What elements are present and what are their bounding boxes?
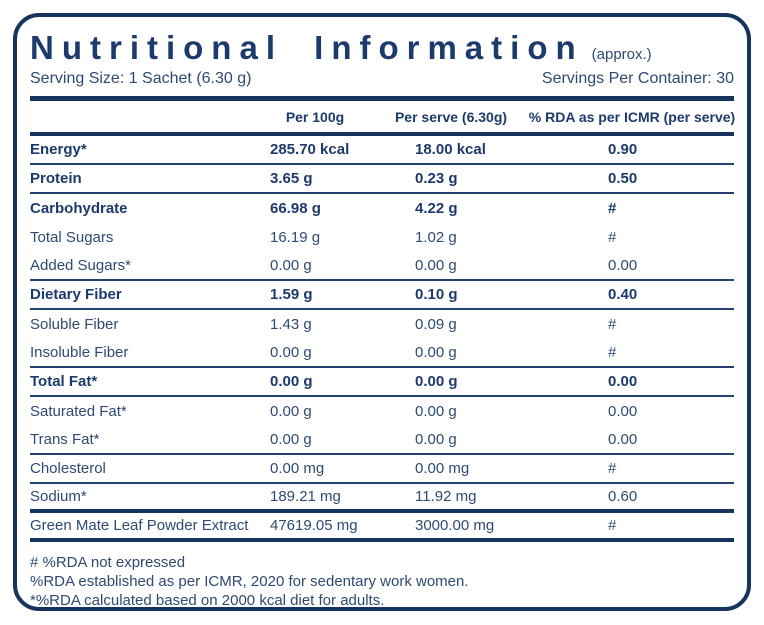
- nutrient-name: Saturated Fat*: [30, 403, 127, 420]
- nutrient-name: Total Sugars: [30, 229, 114, 246]
- nutrient-name: Insoluble Fiber: [30, 344, 129, 361]
- table-row: Energy* 285.70 kcal 18.00 kcal 0.90: [30, 136, 734, 165]
- value-per-serve: 1.02 g: [415, 229, 457, 246]
- value-per-100g: 47619.05 mg: [270, 517, 358, 534]
- value-rda-percent: 0.60: [608, 488, 638, 505]
- value-per-serve: 0.00 g: [415, 431, 457, 448]
- value-per-100g: 1.43 g: [270, 316, 312, 333]
- value-per-serve: 18.00 kcal: [415, 141, 486, 158]
- nutrient-name: Cholesterol: [30, 460, 106, 477]
- value-rda-percent: #: [608, 344, 617, 361]
- column-header-rda-icmr: % RDA as per ICMR (per serve): [528, 108, 736, 125]
- value-per-100g: 189.21 mg: [270, 488, 341, 505]
- value-rda-percent: 0.00: [608, 403, 638, 420]
- value-per-100g: 285.70 kcal: [270, 141, 350, 158]
- serving-size-text: Serving Size: 1 Sachet (6.30 g): [30, 70, 252, 87]
- nutrient-name: Added Sugars*: [30, 257, 131, 274]
- title-row: Nutritional Information (approx.): [30, 29, 734, 67]
- page-title: Nutritional Information: [30, 29, 584, 66]
- nutrition-label-card: Nutritional Information (approx.) Servin…: [13, 13, 751, 611]
- table-row: Dietary Fiber 1.59 g 0.10 g 0.40: [30, 281, 734, 310]
- value-per-serve: 0.10 g: [415, 286, 458, 303]
- value-rda-percent: #: [608, 229, 617, 246]
- value-per-100g: 0.00 g: [270, 257, 312, 274]
- value-per-serve: 0.00 g: [415, 257, 457, 274]
- column-header-divider-bar: [30, 132, 734, 136]
- table-row: Carbohydrate 66.98 g 4.22 g #: [30, 194, 734, 223]
- value-per-100g: 0.00 g: [270, 403, 312, 420]
- nutrition-table-body: Energy* 285.70 kcal 18.00 kcal 0.90 Protein 3…: [30, 136, 734, 542]
- value-per-100g: 0.00 g: [270, 431, 312, 448]
- value-rda-percent: #: [608, 517, 617, 534]
- nutrient-name: Protein: [30, 170, 82, 187]
- value-per-100g: 66.98 g: [270, 200, 321, 217]
- nutrient-name: Sodium*: [30, 488, 87, 505]
- value-rda-percent: #: [608, 200, 617, 217]
- value-per-serve: 0.00 g: [415, 403, 457, 420]
- footnote-rda-2000kcal: *%RDA calculated based on 2000 kcal diet…: [30, 592, 385, 609]
- value-rda-percent: 0.50: [608, 170, 638, 187]
- table-row: Cholesterol 0.00 mg 0.00 mg #: [30, 455, 734, 484]
- nutrient-name: Green Mate Leaf Powder Extract: [30, 517, 249, 534]
- value-per-100g: 0.00 g: [270, 373, 313, 390]
- table-row: Soluble Fiber 1.43 g 0.09 g #: [30, 310, 734, 339]
- value-per-100g: 0.00 g: [270, 344, 312, 361]
- table-row: Added Sugars* 0.00 g 0.00 g 0.00: [30, 252, 734, 281]
- nutrient-name: Energy*: [30, 141, 87, 158]
- table-column-header-row: Per 100g Per serve (6.30g) % RDA as per …: [30, 101, 736, 132]
- value-rda-percent: #: [608, 316, 617, 333]
- title-approx-suffix: (approx.): [591, 46, 652, 63]
- servings-per-container-text: Servings Per Container: 30: [541, 70, 734, 87]
- nutrient-name: Trans Fat*: [30, 431, 100, 448]
- value-rda-percent: #: [608, 460, 617, 477]
- value-per-serve: 11.92 mg: [415, 488, 477, 505]
- serving-info-row: Serving Size: 1 Sachet (6.30 g) Servings…: [30, 70, 734, 91]
- table-row: Insoluble Fiber 0.00 g 0.00 g #: [30, 339, 734, 368]
- footnotes: # %RDA not expressed %RDA established as…: [30, 553, 734, 609]
- column-header-per-100g: Per 100g: [285, 108, 345, 125]
- value-per-100g: 1.59 g: [270, 286, 313, 303]
- value-per-serve: 0.09 g: [415, 316, 457, 333]
- nutrient-name: Dietary Fiber: [30, 286, 122, 303]
- header-divider-bar: [30, 96, 734, 101]
- value-per-100g: 3.65 g: [270, 170, 313, 187]
- value-rda-percent: 0.40: [608, 286, 638, 303]
- value-rda-percent: 0.90: [608, 141, 638, 158]
- value-per-serve: 0.23 g: [415, 170, 458, 187]
- nutrient-name: Carbohydrate: [30, 200, 128, 217]
- value-rda-percent: 0.00: [608, 431, 638, 448]
- value-per-100g: 16.19 g: [270, 229, 321, 246]
- nutrient-name: Soluble Fiber: [30, 316, 119, 333]
- footnote-rda-icmr-2020: %RDA established as per ICMR, 2020 for s…: [30, 573, 469, 590]
- table-row: Saturated Fat* 0.00 g 0.00 g 0.00: [30, 397, 734, 426]
- value-rda-percent: 0.00: [608, 257, 638, 274]
- value-per-serve: 0.00 g: [415, 344, 457, 361]
- table-row: Trans Fat* 0.00 g 0.00 g 0.00: [30, 426, 734, 455]
- column-header-per-serve: Per serve (6.30g): [394, 108, 508, 125]
- value-per-serve: 0.00 g: [415, 373, 458, 390]
- table-row: Total Sugars 16.19 g 1.02 g #: [30, 223, 734, 252]
- value-per-serve: 4.22 g: [415, 200, 458, 217]
- value-rda-percent: 0.00: [608, 373, 638, 390]
- nutrient-name: Total Fat*: [30, 373, 98, 390]
- value-per-serve: 3000.00 mg: [415, 517, 495, 534]
- table-row: Green Mate Leaf Powder Extract 47619.05 m…: [30, 513, 734, 542]
- footnote-rda-not-expressed: # %RDA not expressed: [30, 554, 186, 571]
- value-per-serve: 0.00 mg: [415, 460, 470, 477]
- table-row: Protein 3.65 g 0.23 g 0.50: [30, 165, 734, 194]
- table-row: Total Fat* 0.00 g 0.00 g 0.00: [30, 368, 734, 397]
- value-per-100g: 0.00 mg: [270, 460, 325, 477]
- table-row: Sodium* 189.21 mg 11.92 mg 0.60: [30, 484, 734, 513]
